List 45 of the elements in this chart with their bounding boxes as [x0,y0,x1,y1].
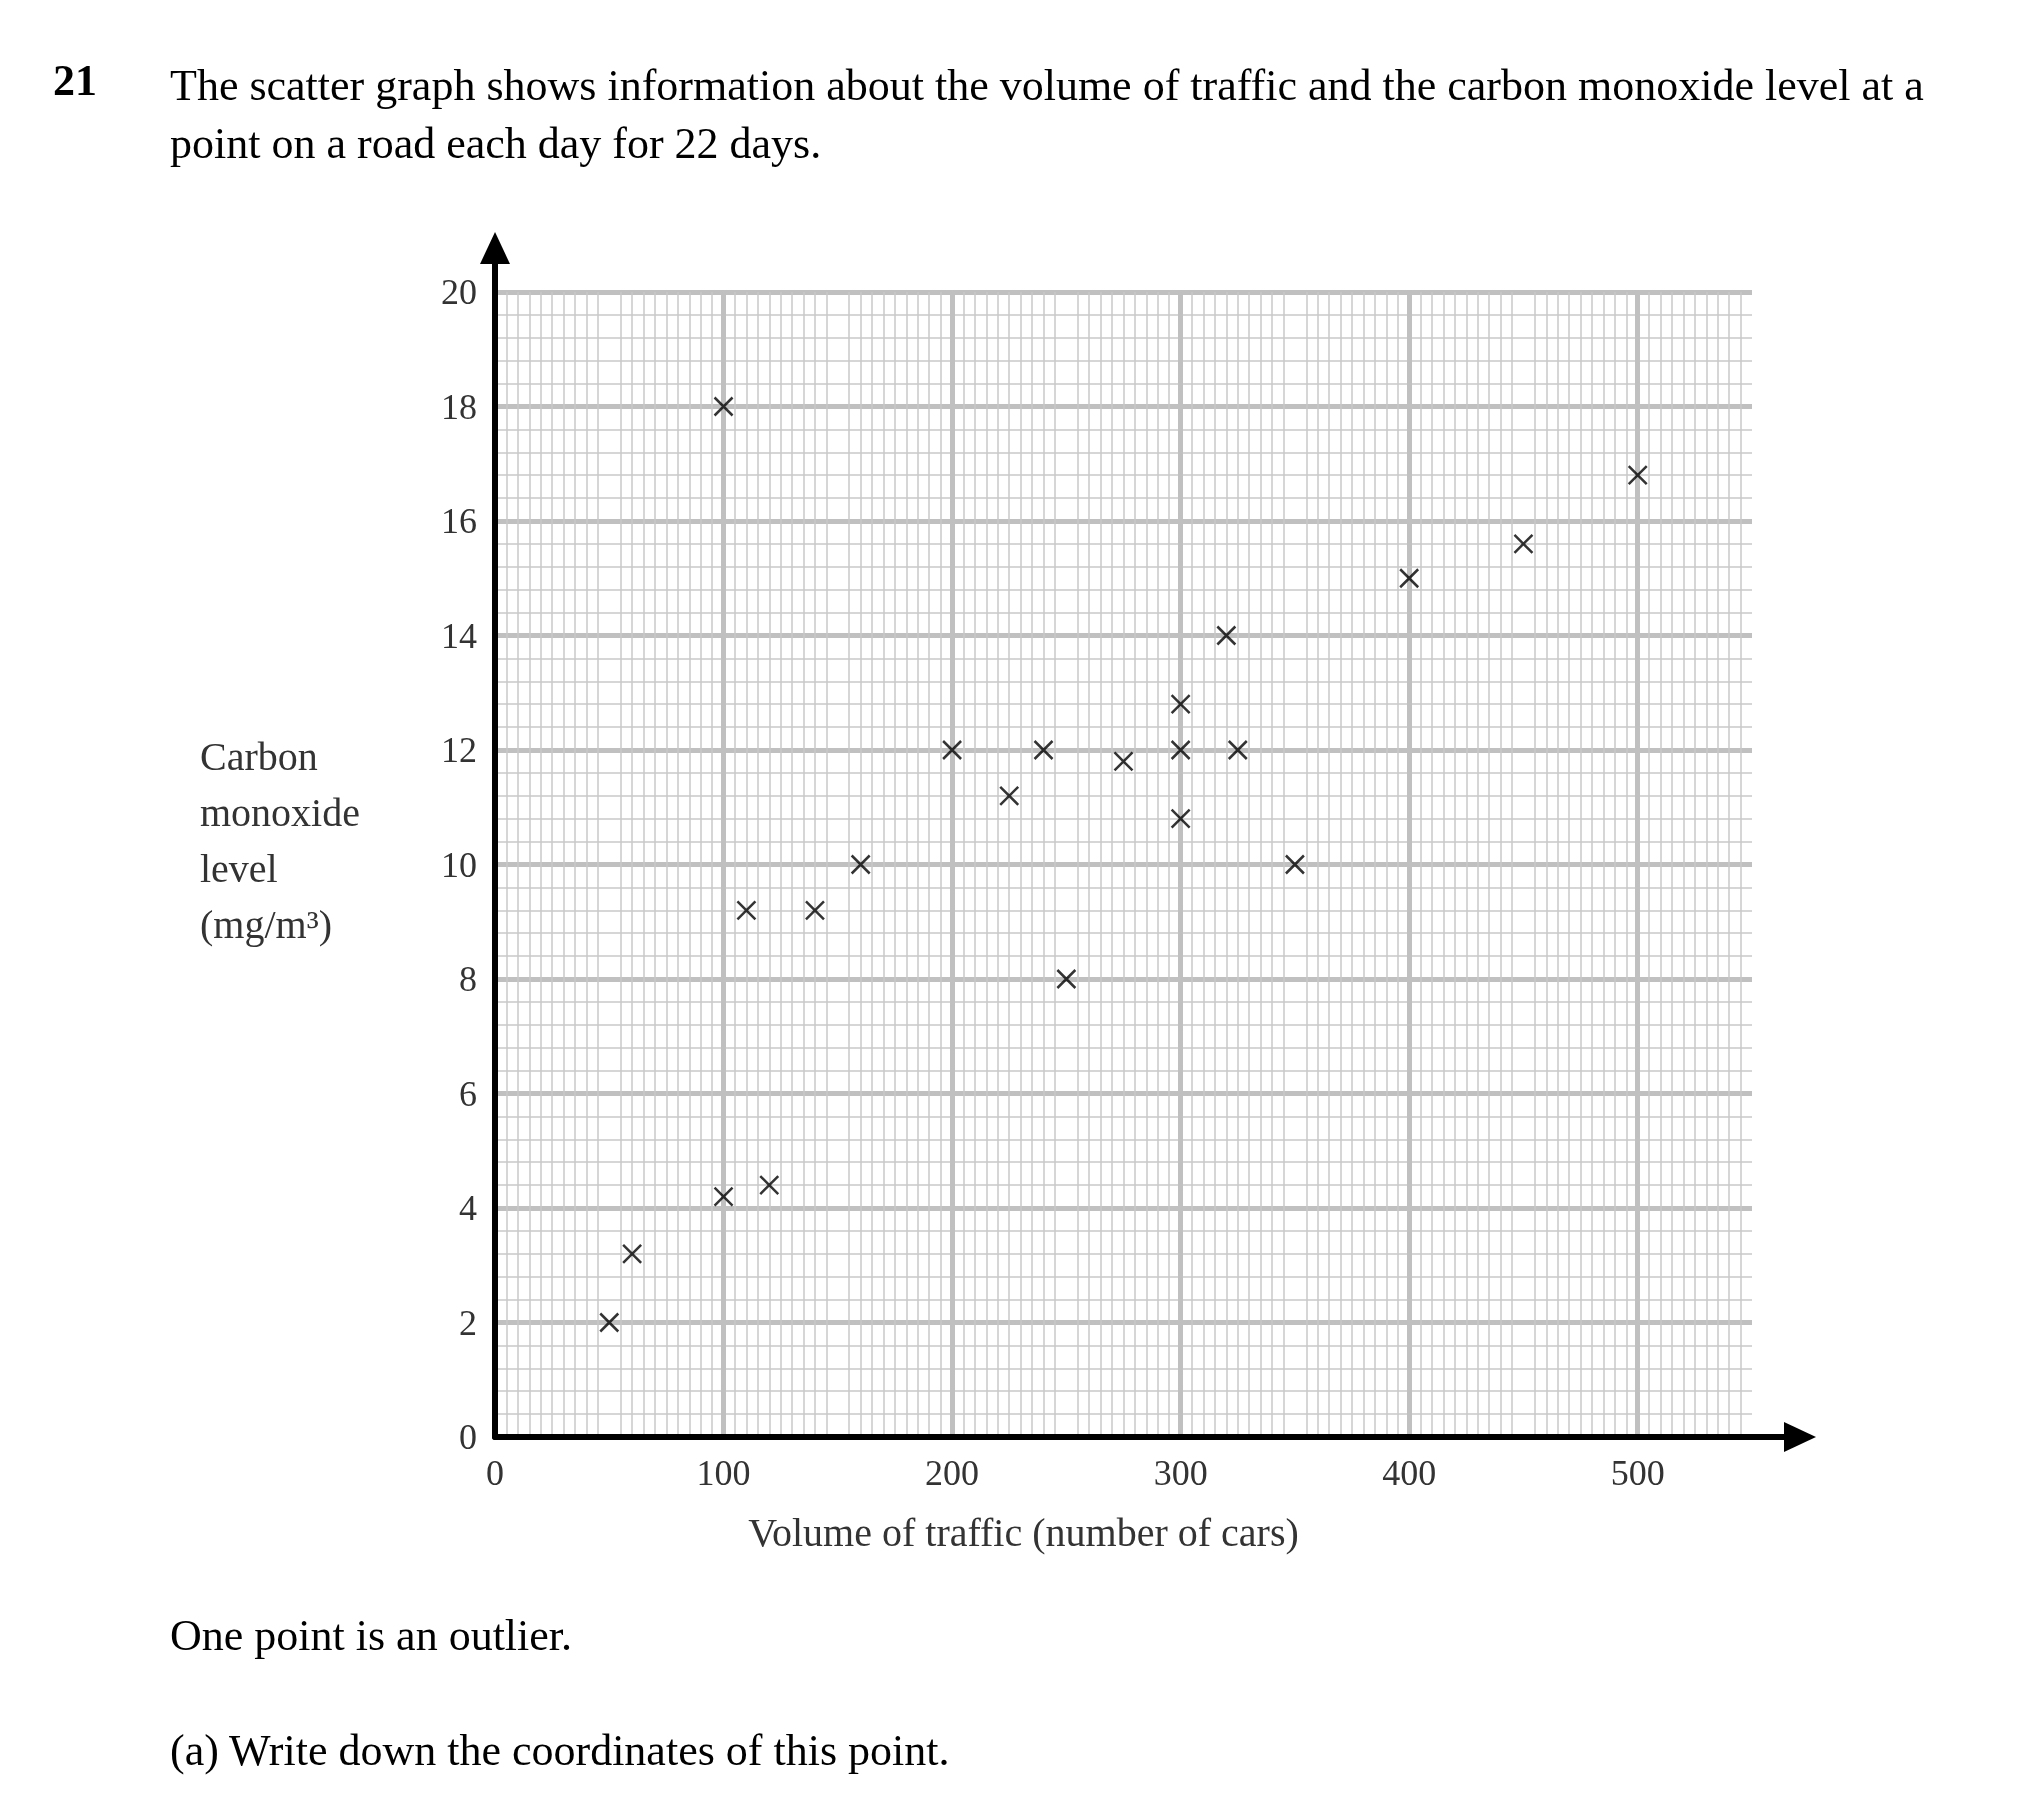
x-tick-label: 100 [696,1453,751,1493]
point [713,1186,734,1207]
y-tick-label: 20 [441,272,477,312]
point [1056,968,1077,990]
y-axis-title: Carbon monoxide level (mg/m³) [200,733,360,947]
point [941,739,963,761]
point [713,396,734,417]
y-tick-label: 2 [459,1302,477,1343]
point [599,1312,620,1333]
x-tick-label: 400 [1382,1453,1437,1493]
x-tick-label: 300 [1153,1453,1208,1493]
chart-title: The scatter graph shows information about the volume of traffic and the carbon monoxide level at a point on a road each day for 22 days. [170,60,1935,168]
y-tick-label: 8 [459,959,477,999]
x-tick-label: 0 [486,1453,504,1493]
y-tick-label: 10 [441,844,477,885]
x-tick-label: 500 [1610,1453,1665,1493]
point [1170,739,1191,761]
point [1398,568,1420,589]
x-axis-title: Volume of traffic (number of cars) [748,1509,1299,1555]
y-tick-label: 14 [441,615,477,656]
y-tick-label: 6 [459,1073,477,1114]
point [1216,625,1237,646]
y-tick-label: 18 [441,386,477,427]
y-tick-label: 0 [459,1417,477,1457]
point [1033,739,1054,761]
point [1170,808,1191,829]
point [759,1174,780,1196]
text: 21 [53,55,97,105]
point [998,785,1020,807]
point [1113,751,1134,772]
point [804,900,826,921]
y-tick-label: 4 [459,1188,477,1228]
point [1627,464,1648,486]
point [1227,739,1249,761]
point [1284,854,1306,875]
point [1170,693,1191,715]
y-tick-label: 12 [441,730,477,770]
point [621,1243,643,1265]
text: One point is an outlier. [170,1610,573,1660]
point [736,900,757,921]
y-tick-label: 16 [441,501,477,541]
point [850,854,871,875]
text: (a) Write down the coordinates of this point. [170,1725,950,1775]
point [1513,533,1534,555]
x-tick-label: 200 [925,1453,980,1493]
